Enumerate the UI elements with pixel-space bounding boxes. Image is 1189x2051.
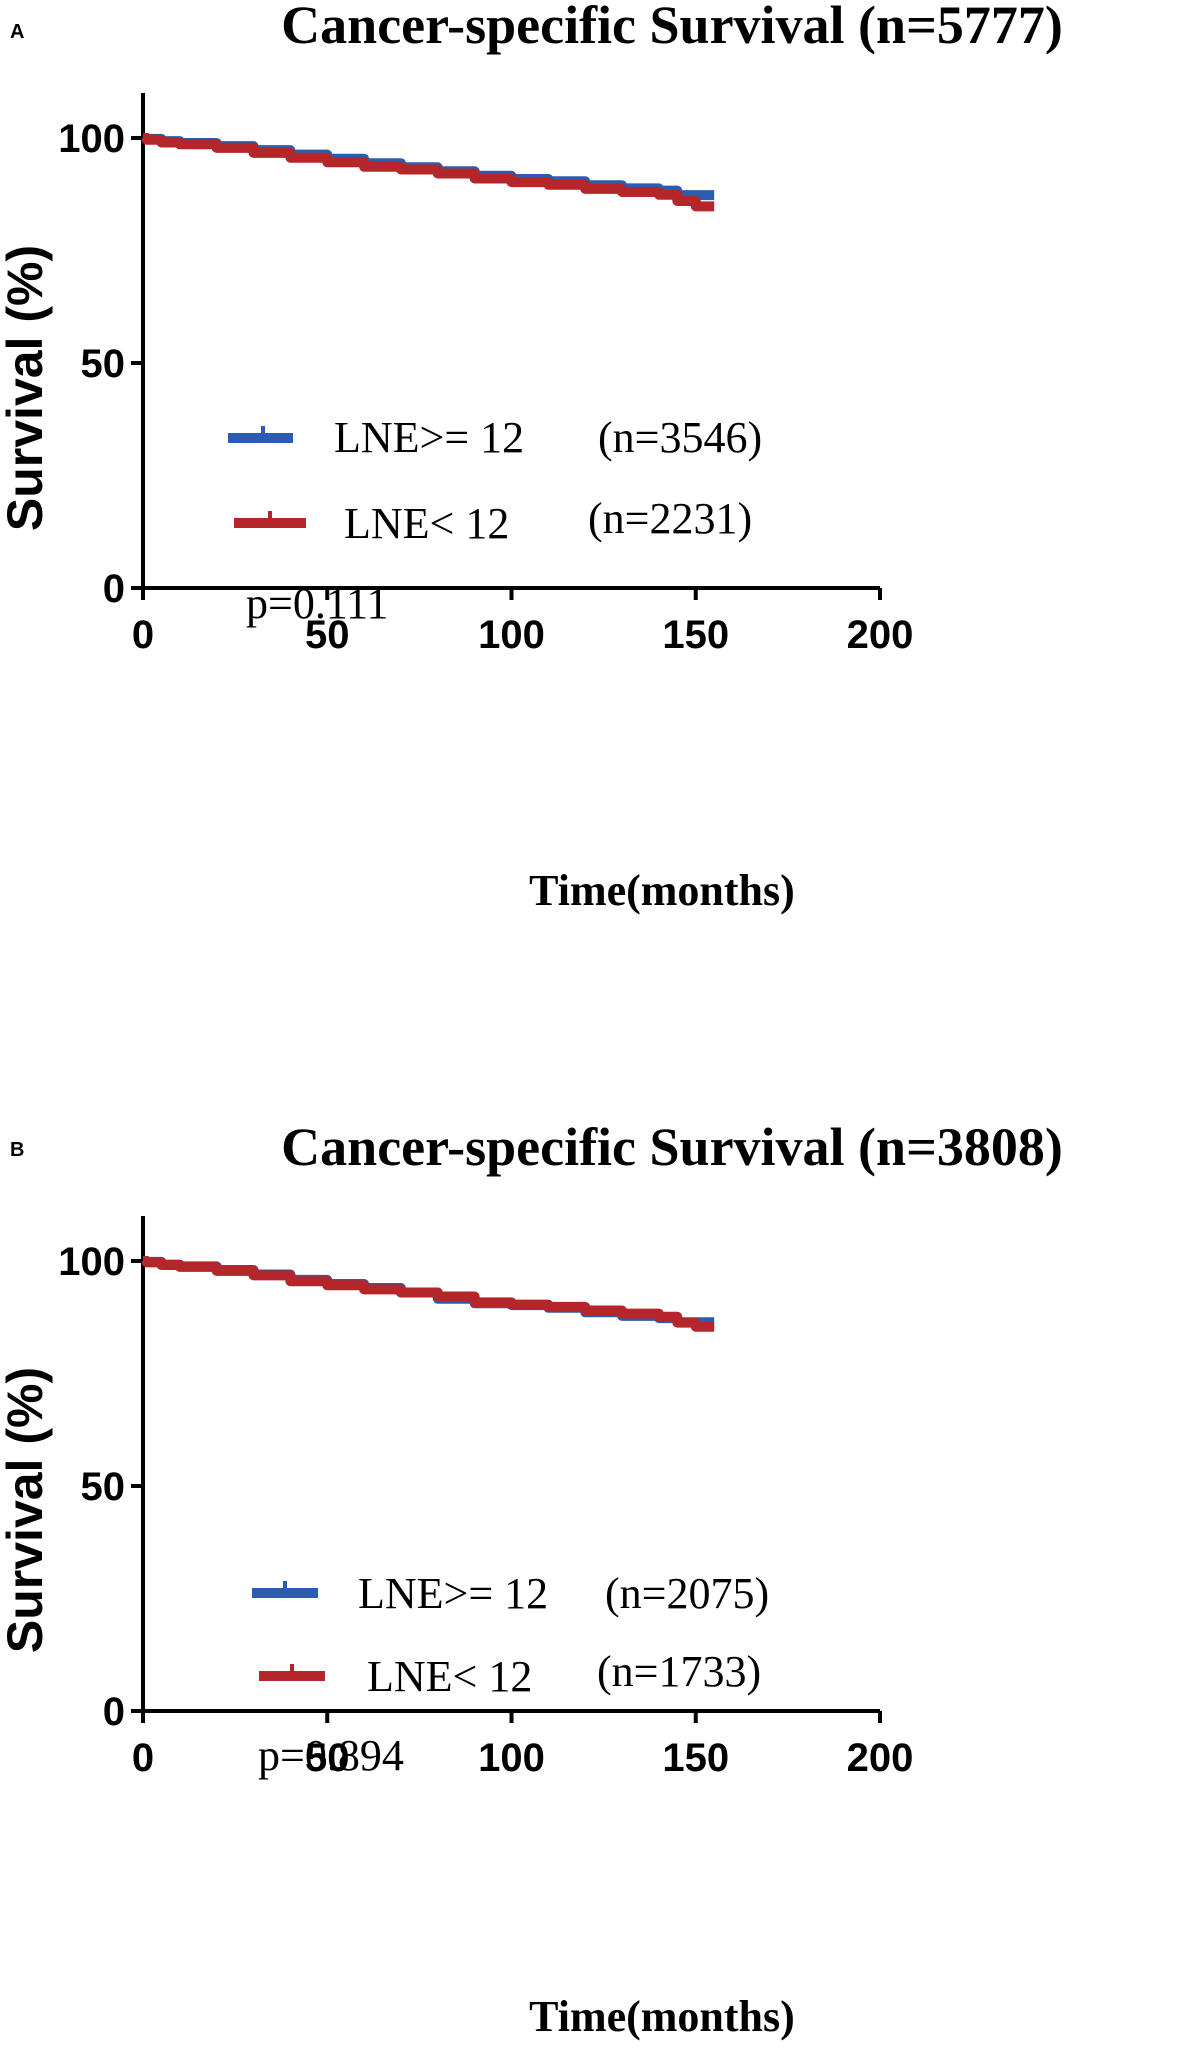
axes-b: 0 50 100 150 200 0 50 100 bbox=[58, 1216, 913, 1780]
chart-title-a: Cancer-specific Survival (n=5777) bbox=[281, 0, 1063, 55]
x-tick-label-a-100: 100 bbox=[478, 613, 545, 657]
axes-a: 0 50 100 150 200 0 50 100 bbox=[58, 93, 913, 657]
y-tick-label-a-0: 0 bbox=[103, 567, 125, 611]
chart-panel-a: A Cancer-specific Survival (n=5777) Surv… bbox=[0, 0, 1189, 1023]
legend-n-lne-lt-12-b: (n=1733) bbox=[597, 1647, 761, 1696]
y-tick-label-a-50: 50 bbox=[81, 342, 126, 386]
y-tick-label-b-100: 100 bbox=[58, 1240, 125, 1284]
x-axis-label-a: Time(months) bbox=[529, 866, 795, 915]
x-tick-label-b-150: 150 bbox=[662, 1736, 729, 1780]
chart-b-svg: B Cancer-specific Survival (n=3808) Surv… bbox=[0, 1117, 1063, 2041]
legend-n-lne-ge-12-a: (n=3546) bbox=[598, 413, 762, 462]
survival-curve-b-lne-lt-12 bbox=[141, 1256, 715, 1332]
legend-b: LNE>= 12 (n=2075) LNE< 12 (n=1733) p=0.8… bbox=[252, 1569, 769, 1780]
x-tick-label-a-0: 0 bbox=[132, 613, 154, 657]
survival-curve-a-lne-lt-12 bbox=[141, 133, 715, 212]
panel-label-b: B bbox=[10, 1139, 24, 1161]
legend-label-lne-ge-12-b: LNE>= 12 bbox=[358, 1569, 548, 1618]
y-axis-label-a: Survival (%) bbox=[0, 245, 53, 531]
panel-label-a: A bbox=[10, 21, 24, 43]
curves-b bbox=[141, 1256, 715, 1332]
legend-n-lne-ge-12-b: (n=2075) bbox=[605, 1569, 769, 1618]
curves-a bbox=[141, 133, 715, 212]
x-tick-label-b-100: 100 bbox=[478, 1736, 545, 1780]
x-tick-label-a-200: 200 bbox=[847, 613, 914, 657]
x-tick-label-a-50: 50 bbox=[305, 613, 350, 657]
x-tick-label-b-50: 50 bbox=[305, 1736, 350, 1780]
y-tick-label-a-100: 100 bbox=[58, 117, 125, 161]
x-tick-label-b-0: 0 bbox=[132, 1736, 154, 1780]
chart-title-b: Cancer-specific Survival (n=3808) bbox=[281, 1117, 1063, 1177]
y-tick-label-b-50: 50 bbox=[81, 1465, 126, 1509]
legend-label-lne-lt-12-a: LNE< 12 bbox=[344, 499, 509, 548]
x-tick-label-b-200: 200 bbox=[847, 1736, 914, 1780]
legend-a: LNE>= 12 (n=3546) LNE< 12 (n=2231) p=0.1… bbox=[228, 413, 762, 628]
legend-label-lne-lt-12-b: LNE< 12 bbox=[367, 1652, 532, 1701]
x-tick-label-a-150: 150 bbox=[662, 613, 729, 657]
chart-panel-b: B Cancer-specific Survival (n=3808) Surv… bbox=[0, 1023, 1189, 2046]
legend-label-lne-ge-12-a: LNE>= 12 bbox=[334, 413, 524, 462]
legend-n-lne-lt-12-a: (n=2231) bbox=[588, 494, 752, 543]
y-axis-label-b: Survival (%) bbox=[0, 1367, 53, 1653]
p-value-a: p=0.111 bbox=[246, 579, 389, 628]
chart-a-svg: A Cancer-specific Survival (n=5777) Surv… bbox=[0, 0, 1063, 915]
p-value-b: p=0.894 bbox=[258, 1731, 404, 1780]
y-tick-label-b-0: 0 bbox=[103, 1690, 125, 1734]
x-axis-label-b: Time(months) bbox=[529, 1992, 795, 2041]
